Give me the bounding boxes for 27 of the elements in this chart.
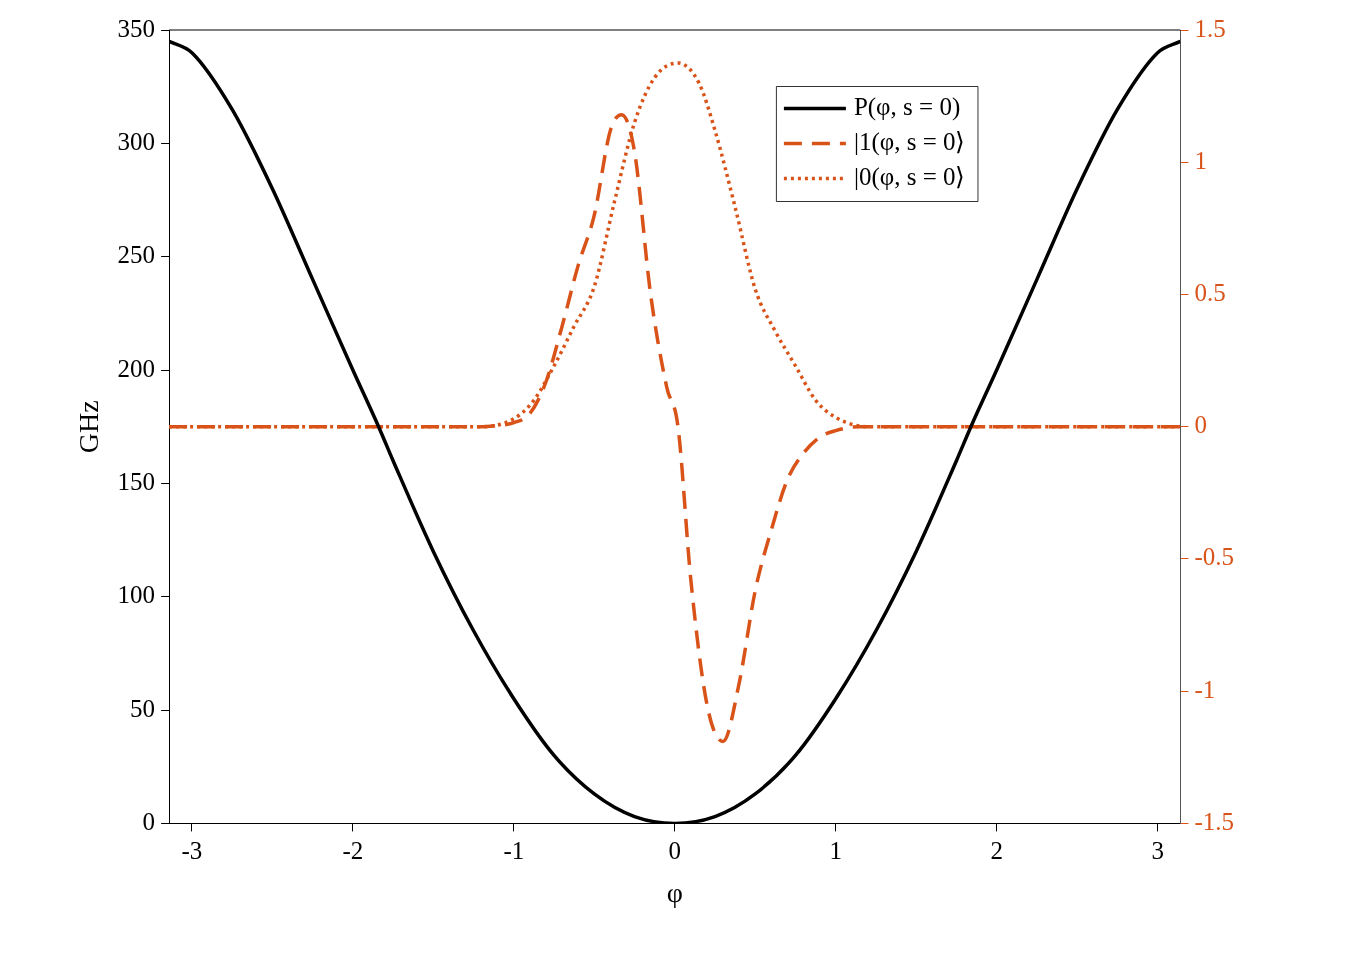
y-tick-label: 350 [117,14,156,42]
y-tick-label: 200 [117,354,156,382]
x-axis-title: φ [666,876,683,908]
x-tick-label: -3 [181,836,203,864]
y-tick-label: 300 [117,127,156,155]
y-axis-title: GHz [73,400,105,454]
y-tick-label: 100 [117,581,156,609]
x-tick-label: -2 [342,836,364,864]
x-tick-label: 0 [668,836,682,864]
x-tick-label: 3 [1151,836,1164,864]
legend-label: |1(φ, s = 0⟩ [853,128,966,157]
y-tick-label: 250 [117,241,156,269]
x-tick-label: 2 [990,836,1003,864]
y2-tick-label: 0.5 [1194,279,1226,307]
legend-label: |0(φ, s = 0⟩ [853,163,966,192]
y2-tick-label: 1.5 [1194,14,1226,42]
y2-tick-label: -0.5 [1194,543,1234,571]
y2-tick-label: -1.5 [1194,807,1234,835]
y2-tick-label: 0 [1194,411,1207,439]
legend-label: P(φ, s = 0) [853,93,961,122]
x-tick-label: 1 [829,836,842,864]
y-tick-label: 0 [142,807,156,835]
x-tick-label: -1 [503,836,525,864]
y-tick-label: 150 [117,467,156,495]
y2-tick-label: -1 [1194,675,1216,703]
y2-tick-label: 1 [1194,146,1207,174]
y-tick-label: 50 [130,694,156,722]
